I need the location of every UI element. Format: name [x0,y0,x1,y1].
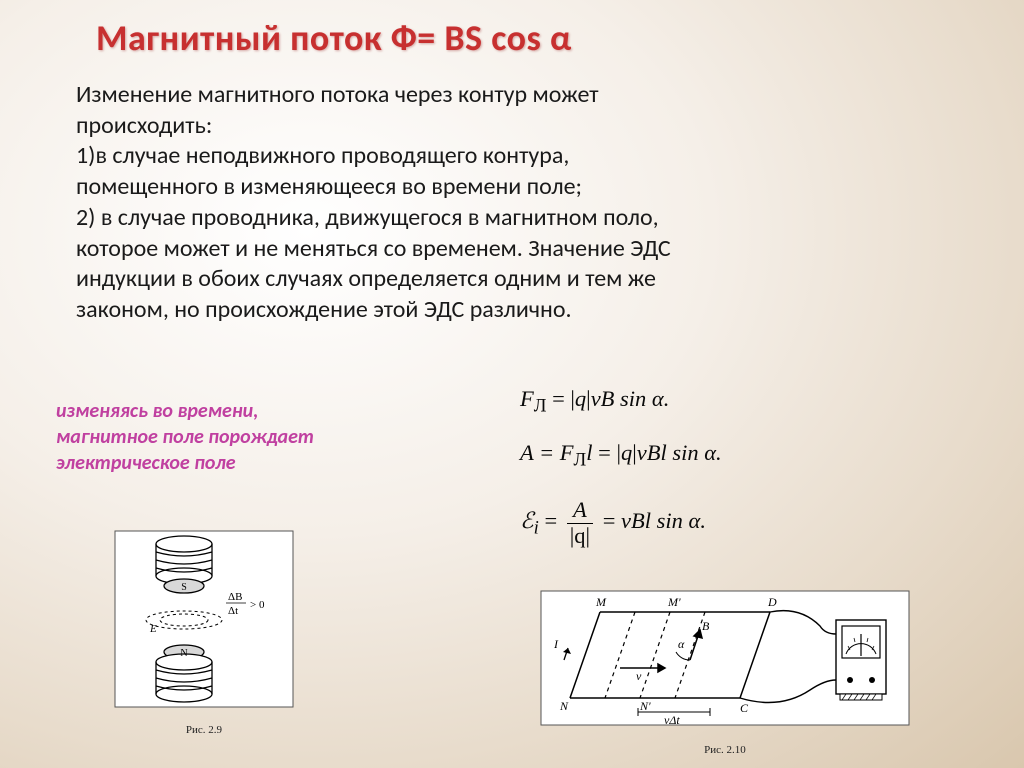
galvanometer-icon [836,620,886,700]
label-db: ΔB [228,591,242,603]
figure-caption: Рис. 2.10 [540,744,910,756]
figure-2-9: S E ΔB Δt > 0 N Рис. 2.9 [114,530,294,736]
label-N: N [559,699,569,713]
sym: vB sin α. [591,386,670,411]
body-line: индукции в обоих случаях определяется од… [76,264,946,295]
body-line: которое может и не меняться со временем.… [76,234,946,265]
label-s: S [181,582,187,593]
sym: A = F [520,440,574,465]
sym: q [575,386,586,411]
sym: q [621,440,632,465]
body-line: 1)в случае неподвижного проводящего конт… [76,141,946,172]
page-title: Магнитный поток Ф= BS cos α [96,16,572,60]
sym: vBl sin α. [637,440,722,465]
side-note: изменяясь во времени, магнитное поле пор… [56,398,356,476]
body-line: 2) в случае проводника, движущегося в ма… [76,203,946,234]
sym: = | [593,440,621,465]
body-line: Изменение магнитного потока через контур… [76,80,946,111]
formulas-block: FЛ = |q|vB sin α. A = FЛl = |q|vBl sin α… [520,386,880,565]
label-v: v [636,669,642,683]
label-n: N [180,648,187,659]
sym: = [539,508,563,533]
sym: = | [546,386,574,411]
sub: Л [534,396,547,417]
formula-work: A = FЛl = |q|vBl sin α. [520,440,880,472]
label-Np: N' [639,699,651,713]
body-line: помещенного в изменяющееся во времени по… [76,172,946,203]
label-dt: Δt [228,605,238,617]
side-line: магнитное поле порождает [56,424,356,450]
sym: F [520,386,534,411]
label-gt0: > 0 [250,599,265,611]
body-line: законом, но происхождение этой ЭДС разли… [76,295,946,326]
label-C: C [740,701,749,715]
label-Mp: M' [667,595,681,609]
denominator: |q| [567,524,593,548]
side-line: электрическое поле [56,450,356,476]
body-line: происходить: [76,111,946,142]
fraction: A|q| [563,499,597,547]
label-D: D [767,595,777,609]
coil-diagram-icon: S E ΔB Δt > 0 N [114,530,294,720]
label-e: E [149,623,157,635]
sym: vBl sin α. [621,508,706,533]
label-alpha: α [678,637,685,651]
formula-lorentz-force: FЛ = |q|vB sin α. [520,386,880,418]
figure-2-10: M M' D N N' C I B v α vΔt Рис. 2.10 [540,590,910,756]
sym: ℰ [520,508,534,533]
moving-conductor-diagram-icon: M M' D N N' C I B v α vΔt [540,590,910,740]
label-vdt: vΔt [664,713,680,727]
side-line: изменяясь во времени, [56,398,356,424]
numerator: A [567,499,593,524]
sub: Л [574,449,587,470]
figure-caption: Рис. 2.9 [114,724,294,736]
formula-emf: ℰi = A|q| = vBl sin α. [520,499,880,547]
label-M: M [595,595,607,609]
label-B: B [702,619,710,633]
sym: = [597,508,621,533]
body-text: Изменение магнитного потока через контур… [76,80,946,326]
